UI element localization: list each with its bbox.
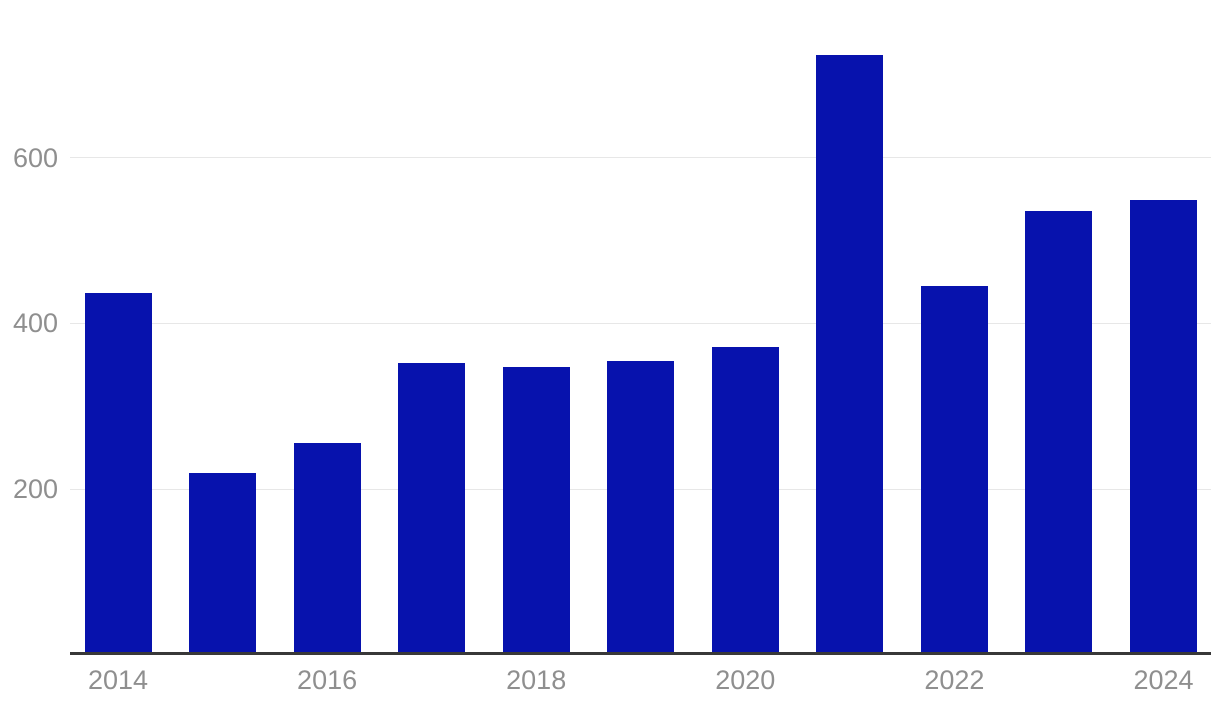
y-tick-label-600: 600 bbox=[12, 142, 58, 173]
bar-2021 bbox=[816, 54, 884, 655]
x-tick-label-2018: 2018 bbox=[506, 665, 567, 695]
x-axis-line bbox=[70, 652, 1211, 655]
bar-2022 bbox=[920, 286, 988, 655]
bar-2023 bbox=[1025, 211, 1093, 655]
bar-2016 bbox=[293, 442, 361, 655]
y-tick-label-200: 200 bbox=[12, 474, 58, 505]
bar-2024 bbox=[1130, 199, 1197, 655]
y-gridline-400 bbox=[70, 322, 1211, 324]
bar-2017 bbox=[398, 363, 466, 655]
y-tick-label-400: 400 bbox=[12, 308, 58, 339]
x-tick-label-2024: 2024 bbox=[1133, 665, 1194, 695]
x-tick-label-2022: 2022 bbox=[924, 665, 985, 695]
bar-2020 bbox=[711, 347, 779, 655]
bar-2015 bbox=[189, 472, 257, 655]
y-gridline-600 bbox=[70, 157, 1211, 159]
x-tick-label-2014: 2014 bbox=[87, 665, 149, 695]
bar-2014 bbox=[84, 292, 152, 655]
x-tick-label-2020: 2020 bbox=[715, 665, 776, 695]
bar-2019 bbox=[607, 361, 675, 655]
bar-2018 bbox=[502, 367, 570, 655]
x-tick-label-2016: 2016 bbox=[297, 665, 358, 695]
